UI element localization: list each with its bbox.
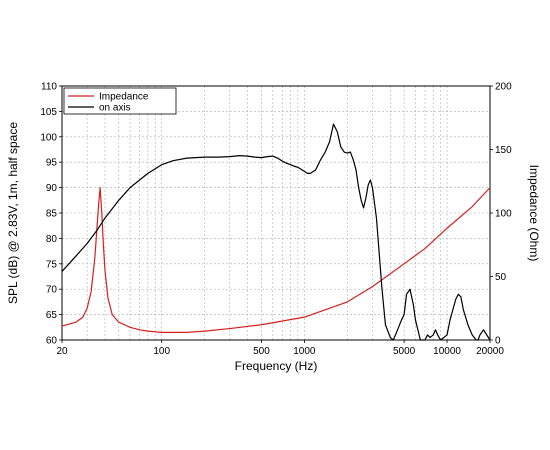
series-line-on-axis bbox=[61, 123, 491, 341]
y-axis-right-title: Impedance (Ohm) bbox=[527, 165, 541, 262]
y-axis-right-ticks: 0 50 100 150 200 bbox=[490, 82, 512, 347]
x-tick-label: 1000 bbox=[293, 346, 316, 357]
y-axis-left-title: SPL (dB) @ 2.83V, 1m, half space bbox=[6, 122, 20, 304]
y-axis-left-ticks: 60 65 70 75 80 85 90 95 100 105 110 bbox=[40, 82, 62, 347]
y-left-tick-label: 75 bbox=[46, 259, 58, 270]
y-left-tick-label: 85 bbox=[46, 209, 58, 220]
y-left-tick-label: 100 bbox=[40, 132, 57, 143]
x-tick-label: 500 bbox=[253, 346, 270, 357]
legend: Impedance on axis bbox=[63, 87, 177, 115]
legend-label-impedance: Impedance bbox=[99, 92, 149, 103]
legend-box bbox=[63, 87, 177, 115]
y-right-tick-label: 0 bbox=[495, 336, 501, 347]
x-tick-label: 100 bbox=[153, 346, 170, 357]
y-left-tick-label: 95 bbox=[46, 158, 58, 169]
x-axis-ticks: 20 100 500 1000 5000 10000 20000 bbox=[56, 340, 504, 357]
y-left-tick-label: 60 bbox=[46, 336, 58, 347]
x-axis-title: Frequency (Hz) bbox=[235, 359, 318, 373]
x-tick-label: 5000 bbox=[393, 346, 416, 357]
y-left-tick-label: 110 bbox=[41, 82, 57, 93]
y-right-tick-label: 150 bbox=[495, 145, 512, 156]
x-tick-label: 20 bbox=[56, 346, 68, 357]
y-left-tick-label: 105 bbox=[40, 107, 57, 118]
y-left-tick-label: 90 bbox=[46, 183, 58, 194]
series-line-impedance bbox=[61, 187, 491, 333]
grid bbox=[62, 86, 490, 340]
x-tick-label: 10000 bbox=[433, 346, 461, 357]
y-right-tick-label: 50 bbox=[495, 272, 507, 283]
y-left-tick-label: 70 bbox=[46, 285, 58, 296]
x-tick-label: 20000 bbox=[476, 346, 504, 357]
series-layer bbox=[61, 123, 491, 341]
y-right-tick-label: 200 bbox=[495, 82, 512, 93]
y-left-tick-label: 80 bbox=[46, 234, 58, 245]
legend-label-on-axis: on axis bbox=[99, 103, 131, 114]
y-left-tick-label: 65 bbox=[46, 310, 58, 321]
y-right-tick-label: 100 bbox=[495, 209, 512, 220]
